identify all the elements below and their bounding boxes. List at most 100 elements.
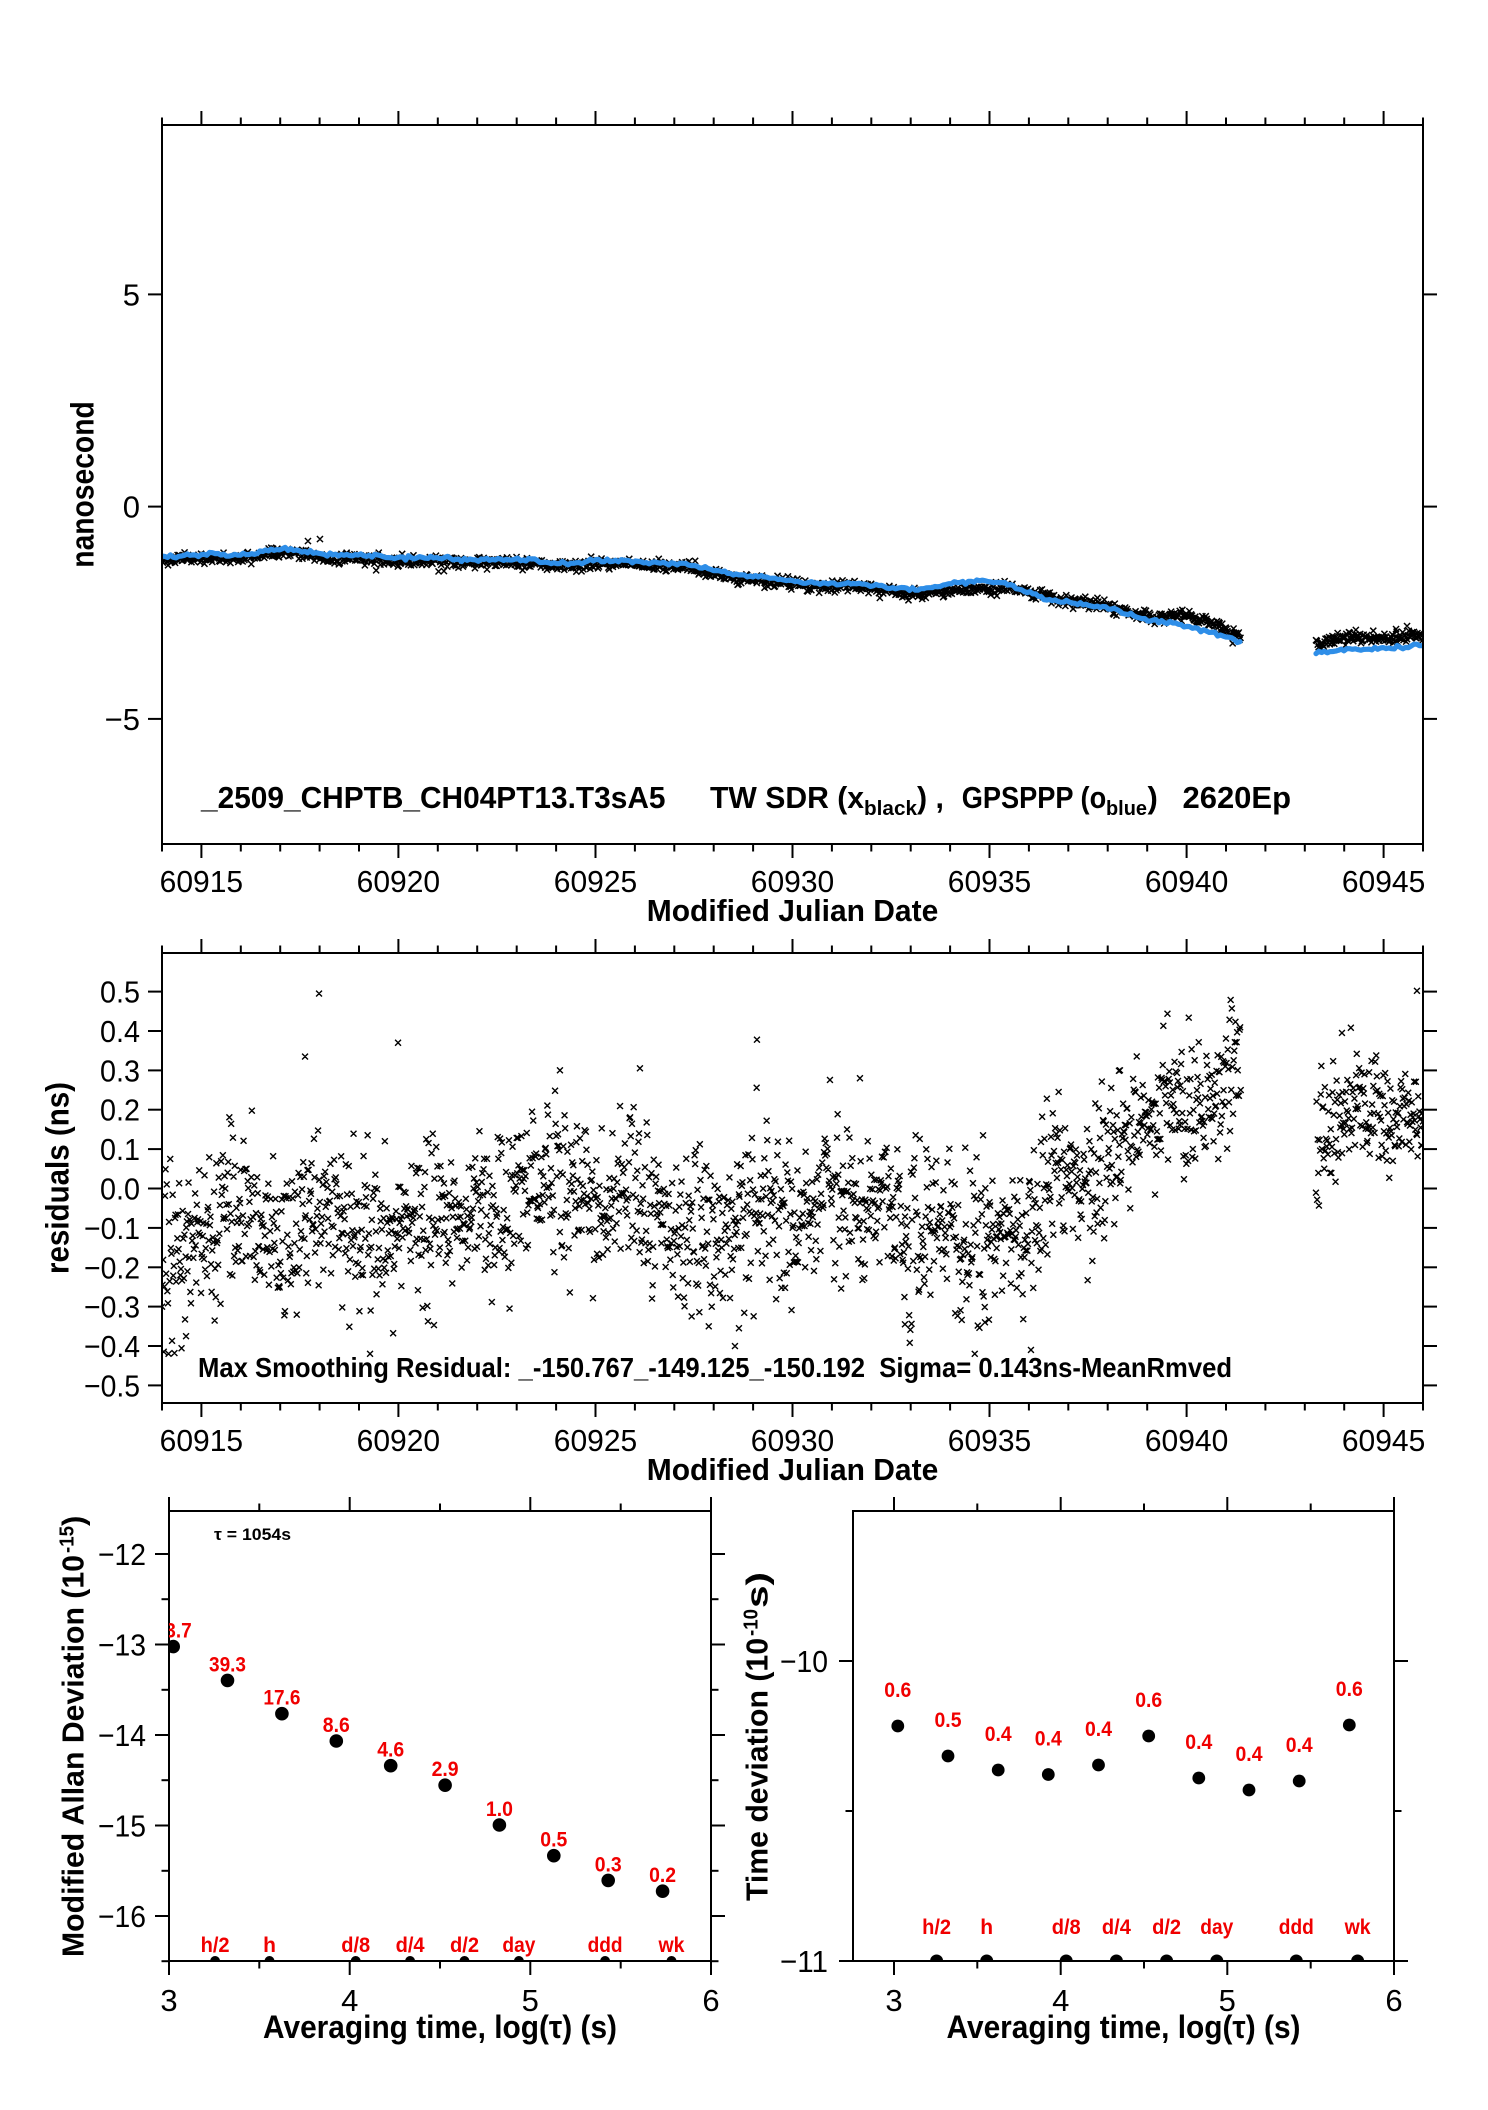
svg-text:Max Smoothing Residual: _-150.: Max Smoothing Residual: _-150.767_-149.1… (198, 1352, 1232, 1383)
svg-text:60930: 60930 (751, 864, 835, 899)
svg-text:) ,: ) , (917, 780, 944, 815)
svg-text:0.2: 0.2 (100, 1093, 140, 1128)
svg-text:d/2: d/2 (1152, 1916, 1181, 1939)
svg-text:2.9: 2.9 (432, 1758, 459, 1781)
svg-text:60945: 60945 (1342, 1423, 1426, 1458)
svg-text:4.6: 4.6 (377, 1739, 404, 1762)
svg-text:93.7: 93.7 (155, 1620, 192, 1643)
svg-text:Modified Julian Date: Modified Julian Date (647, 893, 939, 928)
svg-text:−0.5: −0.5 (84, 1368, 140, 1403)
svg-text:blue: blue (1106, 798, 1147, 820)
svg-text:0.5: 0.5 (540, 1829, 567, 1852)
svg-text:d/4: d/4 (396, 1934, 425, 1957)
svg-text:black: black (864, 798, 918, 820)
svg-text:60935: 60935 (948, 1423, 1032, 1458)
svg-text:): ) (55, 1516, 90, 1526)
svg-text:0.0: 0.0 (100, 1172, 140, 1207)
svg-text:Modified Allan Deviation (10: Modified Allan Deviation (10 (55, 1555, 90, 1957)
svg-text:d/2: d/2 (450, 1934, 479, 1957)
svg-text:−16: −16 (98, 1899, 146, 1934)
svg-text:4: 4 (1052, 1983, 1069, 2018)
svg-text:ddd: ddd (1279, 1916, 1314, 1939)
svg-text:0: 0 (123, 490, 140, 525)
svg-text:60915: 60915 (160, 864, 244, 899)
svg-text:−0.4: −0.4 (84, 1329, 140, 1364)
svg-text:3: 3 (160, 1983, 177, 2018)
svg-text:60940: 60940 (1145, 864, 1229, 899)
svg-text:0.2: 0.2 (649, 1864, 676, 1887)
svg-text:0.1: 0.1 (100, 1132, 140, 1167)
svg-text:Averaging time, log(τ) (s): Averaging time, log(τ) (s) (263, 2009, 617, 2045)
svg-text:h/2: h/2 (922, 1916, 951, 1939)
svg-text:0.3: 0.3 (100, 1053, 140, 1088)
svg-text:60920: 60920 (357, 864, 441, 899)
svg-text:−0.3: −0.3 (84, 1290, 140, 1325)
svg-text:60920: 60920 (357, 1423, 441, 1458)
svg-text:): ) (1148, 780, 1158, 815)
svg-text:wk: wk (658, 1934, 685, 1957)
svg-text:1.0: 1.0 (486, 1798, 513, 1821)
svg-text:0.4: 0.4 (985, 1723, 1012, 1746)
svg-text:h/2: h/2 (201, 1934, 230, 1957)
svg-text:d/4: d/4 (1102, 1916, 1131, 1939)
svg-text:39.3: 39.3 (209, 1653, 246, 1676)
svg-text:4: 4 (341, 1983, 358, 2018)
svg-text:0.5: 0.5 (935, 1709, 962, 1732)
svg-text:τ = 1054s: τ = 1054s (214, 1525, 291, 1544)
svg-text:0.4: 0.4 (1185, 1731, 1212, 1754)
svg-text:Time deviation (10: Time deviation (10 (740, 1638, 775, 1901)
svg-text:h: h (263, 1934, 276, 1957)
svg-text:0.4: 0.4 (100, 1014, 140, 1049)
svg-text:GPSPPP (o: GPSPPP (o (962, 780, 1106, 815)
svg-text:6: 6 (702, 1983, 719, 2018)
svg-text:60945: 60945 (1342, 864, 1426, 899)
svg-text:-15: -15 (56, 1526, 78, 1553)
svg-text:5: 5 (123, 277, 140, 312)
svg-text:day: day (1200, 1916, 1233, 1939)
svg-text:s): s) (740, 1572, 775, 1608)
svg-text:0.4: 0.4 (1236, 1743, 1263, 1766)
svg-text:60930: 60930 (751, 1423, 835, 1458)
svg-text:-10: -10 (741, 1609, 763, 1636)
svg-text:60925: 60925 (554, 864, 638, 899)
svg-text:TW SDR (x: TW SDR (x (710, 780, 865, 815)
svg-text:Modified Julian Date: Modified Julian Date (647, 1452, 939, 1487)
svg-text:0.4: 0.4 (1286, 1734, 1313, 1757)
svg-text:0.5: 0.5 (100, 975, 140, 1010)
svg-text:day: day (502, 1934, 535, 1957)
svg-text:−0.2: −0.2 (84, 1250, 140, 1285)
svg-text:2620Ep: 2620Ep (1183, 780, 1292, 815)
svg-text:0.6: 0.6 (1135, 1689, 1162, 1712)
svg-text:0.6: 0.6 (884, 1679, 911, 1702)
svg-text:17.6: 17.6 (263, 1687, 300, 1710)
svg-text:−13: −13 (98, 1628, 146, 1663)
svg-text:wk: wk (1344, 1916, 1371, 1939)
svg-text:h: h (980, 1916, 993, 1939)
svg-text:_2509_CHPTB_CH04PT13.T3sA5: _2509_CHPTB_CH04PT13.T3sA5 (200, 780, 665, 815)
svg-text:−14: −14 (98, 1718, 146, 1753)
svg-text:8.6: 8.6 (323, 1714, 350, 1737)
svg-text:0.3: 0.3 (595, 1853, 622, 1876)
svg-text:0.4: 0.4 (1085, 1718, 1112, 1741)
svg-text:60940: 60940 (1145, 1423, 1229, 1458)
svg-text:−0.1: −0.1 (84, 1211, 140, 1246)
svg-text:5: 5 (1219, 1983, 1236, 2018)
svg-text:nanosecond: nanosecond (65, 401, 101, 567)
svg-text:60935: 60935 (948, 864, 1032, 899)
svg-text:d/8: d/8 (1052, 1916, 1081, 1939)
svg-text:0.6: 0.6 (1336, 1678, 1363, 1701)
svg-text:60915: 60915 (160, 1423, 244, 1458)
svg-text:−12: −12 (98, 1537, 146, 1572)
svg-text:Averaging time, log(τ) (s): Averaging time, log(τ) (s) (947, 2009, 1301, 2045)
svg-text:−15: −15 (98, 1809, 146, 1844)
svg-text:5: 5 (522, 1983, 539, 2018)
svg-text:6: 6 (1385, 1983, 1402, 2018)
svg-text:−5: −5 (105, 702, 140, 737)
svg-text:3: 3 (885, 1983, 902, 2018)
svg-text:residuals (ns): residuals (ns) (40, 1082, 76, 1274)
svg-text:−10: −10 (780, 1644, 828, 1679)
svg-text:0.4: 0.4 (1035, 1728, 1062, 1751)
svg-text:−11: −11 (780, 1944, 828, 1979)
svg-text:d/8: d/8 (341, 1934, 370, 1957)
svg-text:60925: 60925 (554, 1423, 638, 1458)
